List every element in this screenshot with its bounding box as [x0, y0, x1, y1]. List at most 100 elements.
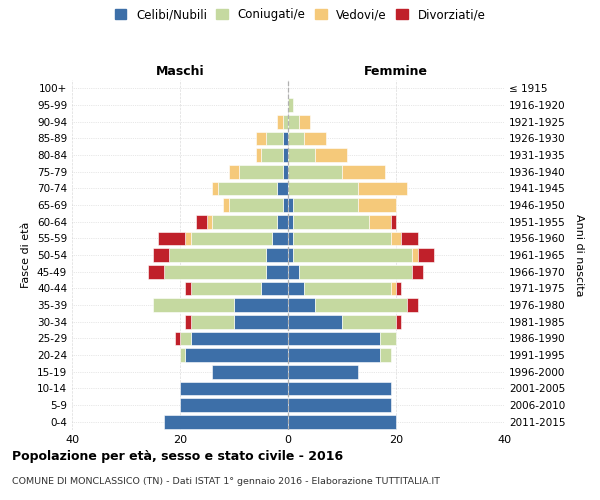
Bar — [380, 348, 391, 362]
Bar — [288, 348, 380, 362]
Bar — [283, 165, 288, 178]
Bar — [380, 332, 396, 345]
Bar — [288, 398, 391, 412]
Bar — [191, 282, 261, 295]
Bar — [288, 232, 293, 245]
Bar — [256, 132, 266, 145]
Bar — [175, 332, 180, 345]
Bar — [229, 165, 239, 178]
Bar — [283, 132, 288, 145]
Bar — [180, 398, 288, 412]
Bar — [288, 182, 358, 195]
Bar — [185, 282, 191, 295]
Bar — [293, 198, 358, 212]
Bar — [223, 198, 229, 212]
Bar — [358, 198, 396, 212]
Y-axis label: Fasce di età: Fasce di età — [22, 222, 31, 288]
Bar — [304, 282, 391, 295]
Bar — [288, 148, 315, 162]
Bar — [191, 315, 234, 328]
Bar — [153, 298, 234, 312]
Bar — [407, 298, 418, 312]
Bar — [207, 215, 212, 228]
Bar — [272, 232, 288, 245]
Text: Femmine: Femmine — [364, 64, 428, 78]
Bar — [218, 182, 277, 195]
Bar — [185, 315, 191, 328]
Bar — [369, 215, 391, 228]
Bar — [191, 332, 288, 345]
Bar — [299, 115, 310, 128]
Bar — [315, 148, 347, 162]
Bar — [391, 282, 396, 295]
Bar — [288, 298, 315, 312]
Bar — [234, 298, 288, 312]
Bar — [412, 265, 423, 278]
Text: Maschi: Maschi — [155, 64, 205, 78]
Bar — [293, 248, 412, 262]
Bar — [229, 198, 283, 212]
Bar — [239, 165, 283, 178]
Bar — [191, 232, 272, 245]
Bar — [293, 232, 391, 245]
Bar — [185, 232, 191, 245]
Bar — [288, 198, 293, 212]
Bar — [288, 315, 342, 328]
Text: COMUNE DI MONCLASSICO (TN) - Dati ISTAT 1° gennaio 2016 - Elaborazione TUTTITALI: COMUNE DI MONCLASSICO (TN) - Dati ISTAT … — [12, 478, 440, 486]
Bar — [283, 198, 288, 212]
Bar — [212, 182, 218, 195]
Bar — [288, 215, 293, 228]
Bar — [315, 298, 407, 312]
Bar — [180, 332, 191, 345]
Bar — [180, 348, 185, 362]
Bar — [212, 365, 288, 378]
Bar — [288, 248, 293, 262]
Bar — [391, 232, 401, 245]
Bar — [342, 165, 385, 178]
Bar — [299, 265, 412, 278]
Bar — [288, 132, 304, 145]
Bar — [196, 215, 207, 228]
Bar — [293, 215, 369, 228]
Bar — [256, 148, 261, 162]
Bar — [288, 265, 299, 278]
Bar — [266, 132, 283, 145]
Bar — [185, 348, 288, 362]
Bar — [153, 248, 169, 262]
Bar — [288, 282, 304, 295]
Bar — [261, 148, 283, 162]
Bar — [283, 148, 288, 162]
Bar — [164, 265, 266, 278]
Bar — [234, 315, 288, 328]
Bar — [288, 98, 293, 112]
Bar — [288, 165, 342, 178]
Bar — [288, 115, 299, 128]
Bar — [342, 315, 396, 328]
Bar — [391, 215, 396, 228]
Y-axis label: Anni di nascita: Anni di nascita — [574, 214, 584, 296]
Bar — [283, 115, 288, 128]
Text: Popolazione per età, sesso e stato civile - 2016: Popolazione per età, sesso e stato civil… — [12, 450, 343, 463]
Bar — [158, 232, 185, 245]
Legend: Celibi/Nubili, Coniugati/e, Vedovi/e, Divorziati/e: Celibi/Nubili, Coniugati/e, Vedovi/e, Di… — [115, 8, 485, 22]
Bar — [288, 332, 380, 345]
Bar — [304, 132, 326, 145]
Bar — [396, 315, 401, 328]
Bar — [418, 248, 434, 262]
Bar — [288, 382, 391, 395]
Bar — [277, 215, 288, 228]
Bar — [180, 382, 288, 395]
Bar — [169, 248, 266, 262]
Bar — [277, 182, 288, 195]
Bar — [266, 248, 288, 262]
Bar — [148, 265, 164, 278]
Bar — [358, 182, 407, 195]
Bar — [396, 282, 401, 295]
Bar — [164, 415, 288, 428]
Bar — [261, 282, 288, 295]
Bar — [288, 365, 358, 378]
Bar — [401, 232, 418, 245]
Bar — [212, 215, 277, 228]
Bar — [412, 248, 418, 262]
Bar — [277, 115, 283, 128]
